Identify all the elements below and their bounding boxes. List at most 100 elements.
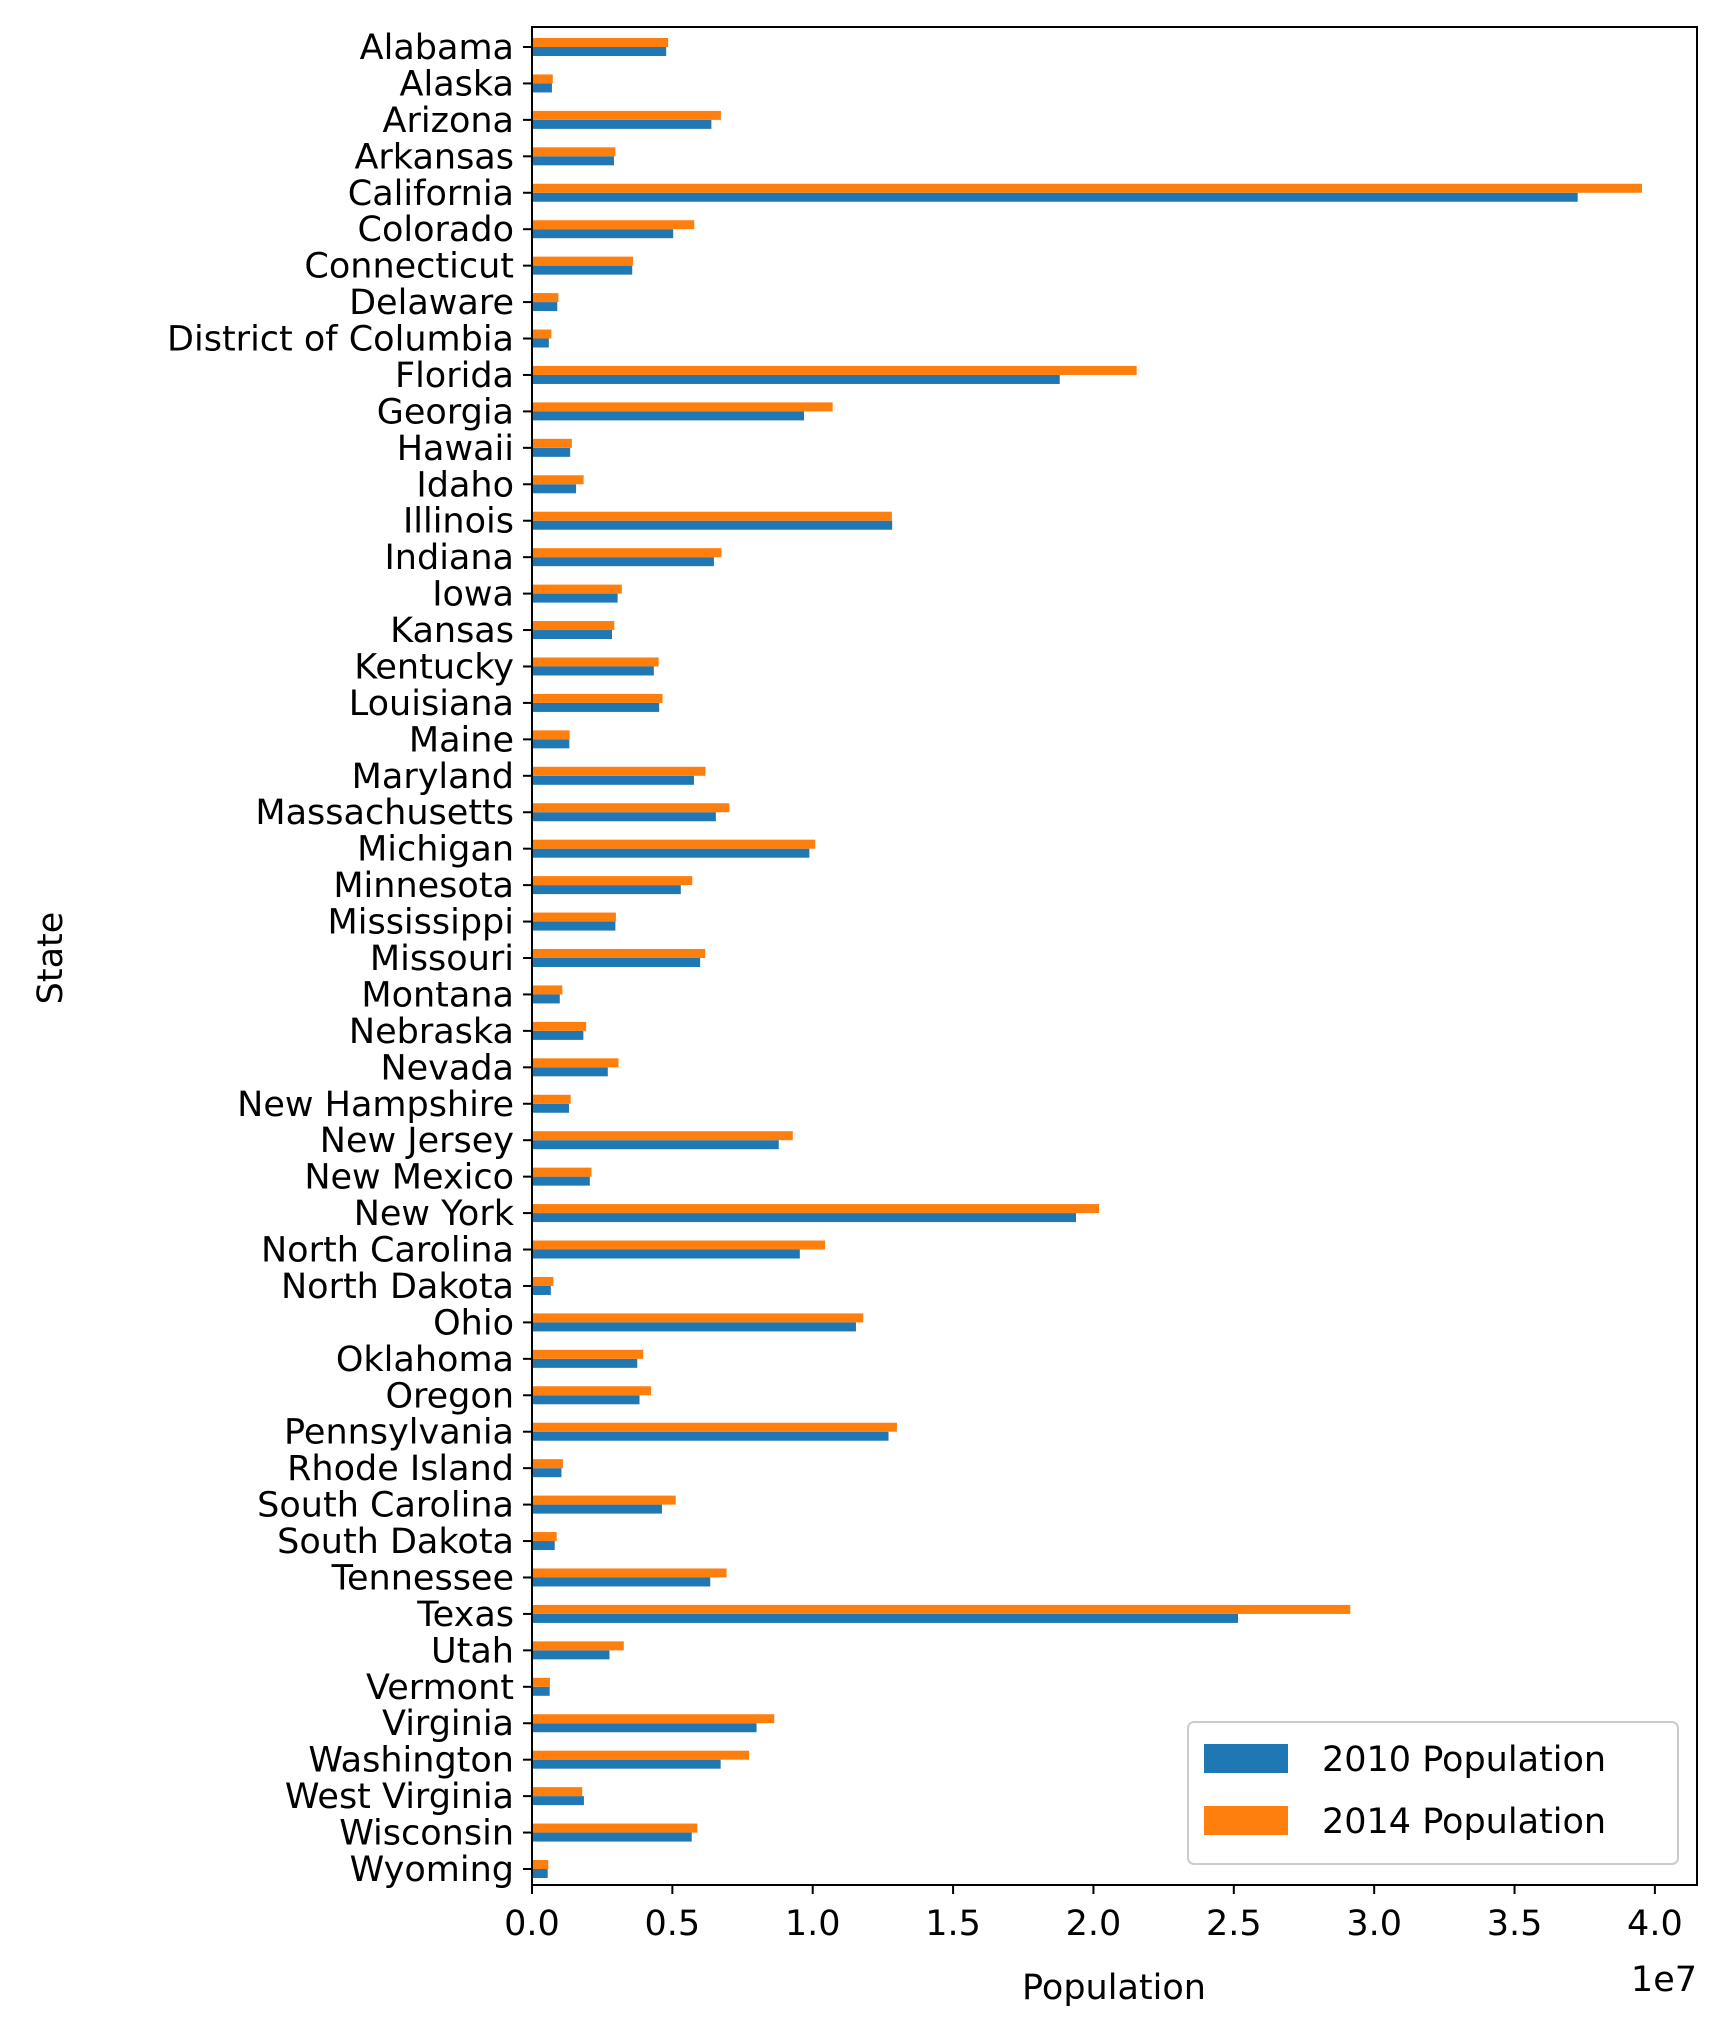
y-tick-label-missouri: Missouri [370,939,514,979]
legend-label-2010: 2010 Population [1322,1740,1606,1780]
x-tick-label-0: 0.0 [504,1904,560,1944]
y-tick-label-south-dakota: South Dakota [277,1522,514,1562]
x-tick-label-8: 4.0 [1627,1904,1683,1944]
y-tick-label-vermont: Vermont [366,1668,514,1708]
bar-2014-indiana [532,548,722,558]
y-tick-label-florida: Florida [395,356,514,396]
bar-2014-alabama [532,38,669,47]
y-axis-ticks: AlabamaAlaskaArizonaArkansasCaliforniaCo… [167,28,532,1890]
y-tick-label-idaho: Idaho [416,465,514,505]
bar-2010-california [532,192,1578,202]
bar-2014-louisiana [532,693,663,703]
y-tick-label-north-carolina: North Carolina [261,1231,514,1271]
bar-2014-missouri [532,949,706,958]
bar-2010-kentucky [532,666,654,676]
bar-2010-north-carolina [532,1249,800,1259]
bar-2010-new-hampshire [532,1103,570,1113]
bar-2014-new-hampshire [532,1094,571,1104]
bar-2010-illinois [532,520,893,530]
legend-label-2014: 2014 Population [1322,1802,1606,1842]
y-tick-label-louisiana: Louisiana [349,684,514,724]
bar-2014-oklahoma [532,1349,644,1359]
y-tick-label-connecticut: Connecticut [304,247,514,287]
bar-2014-oregon [532,1386,652,1396]
bar-2014-arkansas [532,147,616,157]
bar-2010-north-dakota [532,1285,551,1295]
bar-2014-mississippi [532,912,616,922]
bar-2014-massachusetts [532,803,730,813]
y-tick-label-kansas: Kansas [390,611,514,651]
bar-2010-district-of-columbia [532,338,549,348]
bar-2014-north-carolina [532,1240,826,1250]
bar-2010-arizona [532,119,712,129]
bar-2014-california [532,183,1642,193]
y-tick-label-west-virginia: West Virginia [285,1777,514,1817]
legend-swatch-2010 [1204,1744,1288,1773]
bar-2010-rhode-island [532,1468,562,1478]
y-tick-label-district-of-columbia: District of Columbia [167,320,514,360]
y-tick-label-alabama: Alabama [360,28,514,68]
legend-frame [1187,1721,1679,1865]
y-tick-label-washington: Washington [308,1741,514,1781]
bars-group [532,38,1642,1878]
bar-2014-idaho [532,475,584,485]
y-tick-label-massachusetts: Massachusetts [255,793,514,833]
y-tick-label-georgia: Georgia [377,392,514,432]
bar-2010-alabama [532,47,667,56]
bar-2010-nebraska [532,1030,584,1040]
bar-2010-maryland [532,775,694,785]
bar-2010-wisconsin [532,1832,692,1842]
bar-2014-new-york [532,1204,1100,1214]
bar-2010-hawaii [532,447,571,457]
bar-2014-nebraska [532,1021,587,1031]
y-tick-label-wisconsin: Wisconsin [339,1814,514,1854]
bar-2014-delaware [532,293,559,303]
bar-2014-new-jersey [532,1131,793,1141]
bar-2014-rhode-island [532,1459,563,1469]
bar-2010-tennessee [532,1577,711,1587]
bar-2014-maine [532,730,570,740]
x-tick-label-5: 2.5 [1206,1904,1262,1944]
bar-2014-ohio [532,1313,864,1323]
bar-2010-montana [532,994,560,1004]
bar-2010-new-mexico [532,1176,590,1186]
bar-2010-alaska [532,83,552,93]
bar-2014-kansas [532,621,615,631]
bar-2014-minnesota [532,876,693,886]
bar-2010-south-carolina [532,1504,662,1514]
bar-2014-montana [532,985,563,995]
x-axis-offset-label: 1e7 [1631,1960,1697,2000]
bar-2014-wisconsin [532,1823,698,1833]
x-axis-ticks: 0.0 0.5 1.0 1.5 2.0 2.5 3.0 3.5 4.0 [504,1885,1683,1944]
bar-2014-west-virginia [532,1787,583,1797]
bar-2010-wyoming [532,1869,548,1878]
y-tick-label-indiana: Indiana [384,538,514,578]
x-tick-label-7: 3.5 [1487,1904,1543,1944]
y-tick-label-hawaii: Hawaii [397,429,514,469]
bar-2014-iowa [532,584,622,594]
bar-2014-michigan [532,839,816,849]
y-tick-label-oklahoma: Oklahoma [336,1340,514,1380]
y-tick-label-alaska: Alaska [400,64,514,104]
bar-2010-indiana [532,557,714,567]
y-tick-label-south-carolina: South Carolina [257,1486,514,1526]
y-tick-label-mississippi: Mississippi [328,903,514,943]
bar-2014-south-dakota [532,1532,557,1542]
y-tick-label-michigan: Michigan [357,830,514,870]
y-tick-label-virginia: Virginia [382,1704,514,1744]
y-tick-label-new-jersey: New Jersey [320,1121,514,1161]
y-tick-label-maine: Maine [409,720,514,760]
bar-2010-missouri [532,958,701,967]
bar-2010-florida [532,374,1060,384]
y-tick-label-minnesota: Minnesota [333,866,514,906]
bar-2010-delaware [532,302,558,312]
bar-2014-pennsylvania [532,1422,897,1432]
y-tick-label-new-hampshire: New Hampshire [237,1085,514,1125]
bar-2014-washington [532,1750,749,1760]
bar-2010-minnesota [532,885,681,895]
bar-2010-new-york [532,1213,1077,1223]
x-tick-label-4: 2.0 [1066,1904,1122,1944]
y-tick-label-kentucky: Kentucky [354,647,514,687]
bar-2014-hawaii [532,438,572,448]
bar-2014-south-carolina [532,1495,676,1505]
